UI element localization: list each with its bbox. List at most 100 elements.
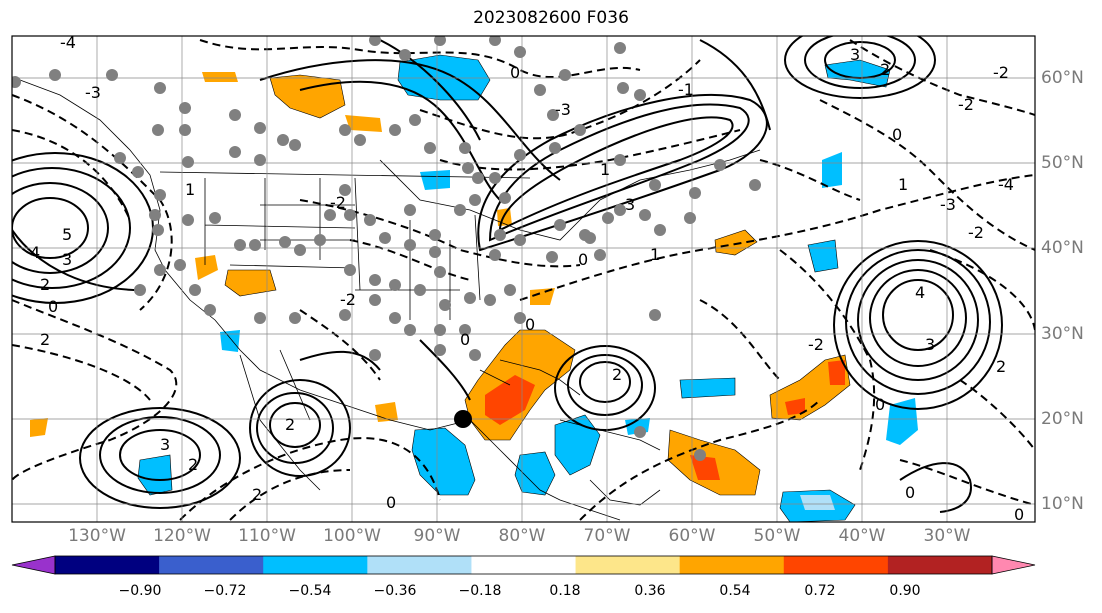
colorbar-cell bbox=[679, 556, 785, 574]
station-dot bbox=[294, 244, 306, 256]
station-dot bbox=[634, 89, 646, 101]
station-dot bbox=[534, 84, 546, 96]
station-dot bbox=[404, 324, 416, 336]
station-dot bbox=[389, 124, 401, 136]
station-dot bbox=[639, 209, 651, 221]
station-dot bbox=[649, 179, 661, 191]
contour-label: 1 bbox=[185, 180, 195, 199]
station-dot bbox=[547, 109, 559, 121]
station-dot bbox=[404, 204, 416, 216]
lon-label-60w: 60°W bbox=[668, 526, 716, 546]
station-dot bbox=[152, 124, 164, 136]
station-dot bbox=[614, 42, 626, 54]
contour-label: 3 bbox=[160, 435, 170, 454]
contour-label: -3 bbox=[940, 195, 956, 214]
contour-label: 2 bbox=[996, 357, 1006, 376]
plot-title: 2023082600 F036 bbox=[473, 8, 629, 28]
station-dot bbox=[339, 184, 351, 196]
station-dot bbox=[614, 204, 626, 216]
station-dot bbox=[429, 246, 441, 258]
lat-label-20n: 20°N bbox=[1041, 409, 1084, 429]
station-dot bbox=[434, 324, 446, 336]
station-dot bbox=[654, 224, 666, 236]
colorbar-over-arrow bbox=[992, 556, 1035, 574]
station-dots bbox=[12, 36, 761, 461]
lat-label-10n: 10°N bbox=[1041, 494, 1084, 514]
colorbar-tick: 0.18 bbox=[549, 583, 581, 599]
colorbar-tick: −0.72 bbox=[203, 583, 247, 599]
station-dot bbox=[324, 209, 336, 221]
station-dot bbox=[469, 349, 481, 361]
lon-label-50w: 50°W bbox=[753, 526, 801, 546]
station-dot bbox=[182, 156, 194, 168]
lon-label-110w: 110°W bbox=[238, 526, 296, 546]
station-dot bbox=[149, 209, 161, 221]
station-dot bbox=[179, 124, 191, 136]
station-dot bbox=[369, 36, 381, 46]
station-dot bbox=[254, 154, 266, 166]
station-dot bbox=[429, 229, 441, 241]
colorbar-tick: −0.18 bbox=[458, 583, 502, 599]
station-dot bbox=[399, 49, 411, 61]
station-dot bbox=[694, 449, 706, 461]
lon-label-80w: 80°W bbox=[498, 526, 546, 546]
station-dot bbox=[602, 212, 614, 224]
station-dot bbox=[49, 69, 61, 81]
storm-center-marker bbox=[454, 410, 472, 428]
colorbar-cell bbox=[263, 556, 368, 574]
station-dot bbox=[134, 284, 146, 296]
station-dot bbox=[489, 249, 501, 261]
negative-contours bbox=[12, 39, 1035, 521]
station-dot bbox=[409, 114, 421, 126]
station-dot bbox=[289, 139, 301, 151]
contour-label: 1 bbox=[650, 245, 660, 264]
station-dot bbox=[549, 142, 561, 154]
contour-label: -3 bbox=[555, 100, 571, 119]
station-dot bbox=[209, 212, 221, 224]
contour-label: -2 bbox=[808, 335, 824, 354]
station-dot bbox=[154, 82, 166, 94]
contour-label: -2 bbox=[958, 95, 974, 114]
contour-label: 3 bbox=[62, 250, 72, 269]
political-borders bbox=[19, 79, 761, 521]
station-dot bbox=[369, 349, 381, 361]
station-dot bbox=[424, 142, 436, 154]
contour-label: 2 bbox=[880, 60, 890, 79]
station-dot bbox=[504, 284, 516, 296]
contour-label: 0 bbox=[905, 483, 915, 502]
contour-label: 2 bbox=[188, 455, 198, 474]
contour-label: 4 bbox=[915, 283, 925, 302]
station-dot bbox=[554, 219, 566, 231]
station-dot bbox=[649, 309, 661, 321]
station-dot bbox=[617, 82, 629, 94]
station-dot bbox=[514, 149, 526, 161]
station-dot bbox=[459, 142, 471, 154]
contour-label: 0 bbox=[525, 315, 535, 334]
station-dot bbox=[344, 264, 356, 276]
colorbar-tick: 0.90 bbox=[889, 583, 921, 599]
station-dot bbox=[179, 102, 191, 114]
lon-label-120w: 120°W bbox=[153, 526, 211, 546]
station-dot bbox=[684, 212, 696, 224]
station-dot bbox=[514, 46, 526, 58]
station-dot bbox=[229, 146, 241, 158]
colorbar-tick: −0.36 bbox=[373, 583, 417, 599]
lon-label-130w: 130°W bbox=[68, 526, 126, 546]
station-dot bbox=[314, 234, 326, 246]
station-dot bbox=[182, 214, 194, 226]
lat-label-50n: 50°N bbox=[1041, 153, 1084, 173]
station-dot bbox=[234, 239, 246, 251]
contour-label: 0 bbox=[1014, 505, 1024, 524]
contour-label: -2 bbox=[993, 63, 1009, 82]
contour-label: -4 bbox=[998, 175, 1014, 194]
contour-label: 5 bbox=[62, 225, 72, 244]
station-dot bbox=[546, 251, 558, 263]
station-dot bbox=[614, 154, 626, 166]
lon-label-70w: 70°W bbox=[583, 526, 631, 546]
contour-label: -3 bbox=[85, 83, 101, 102]
station-dot bbox=[339, 124, 351, 136]
station-dot bbox=[379, 232, 391, 244]
lon-label-40w: 40°W bbox=[838, 526, 886, 546]
station-dot bbox=[339, 309, 351, 321]
contour-label: 3 bbox=[925, 335, 935, 354]
